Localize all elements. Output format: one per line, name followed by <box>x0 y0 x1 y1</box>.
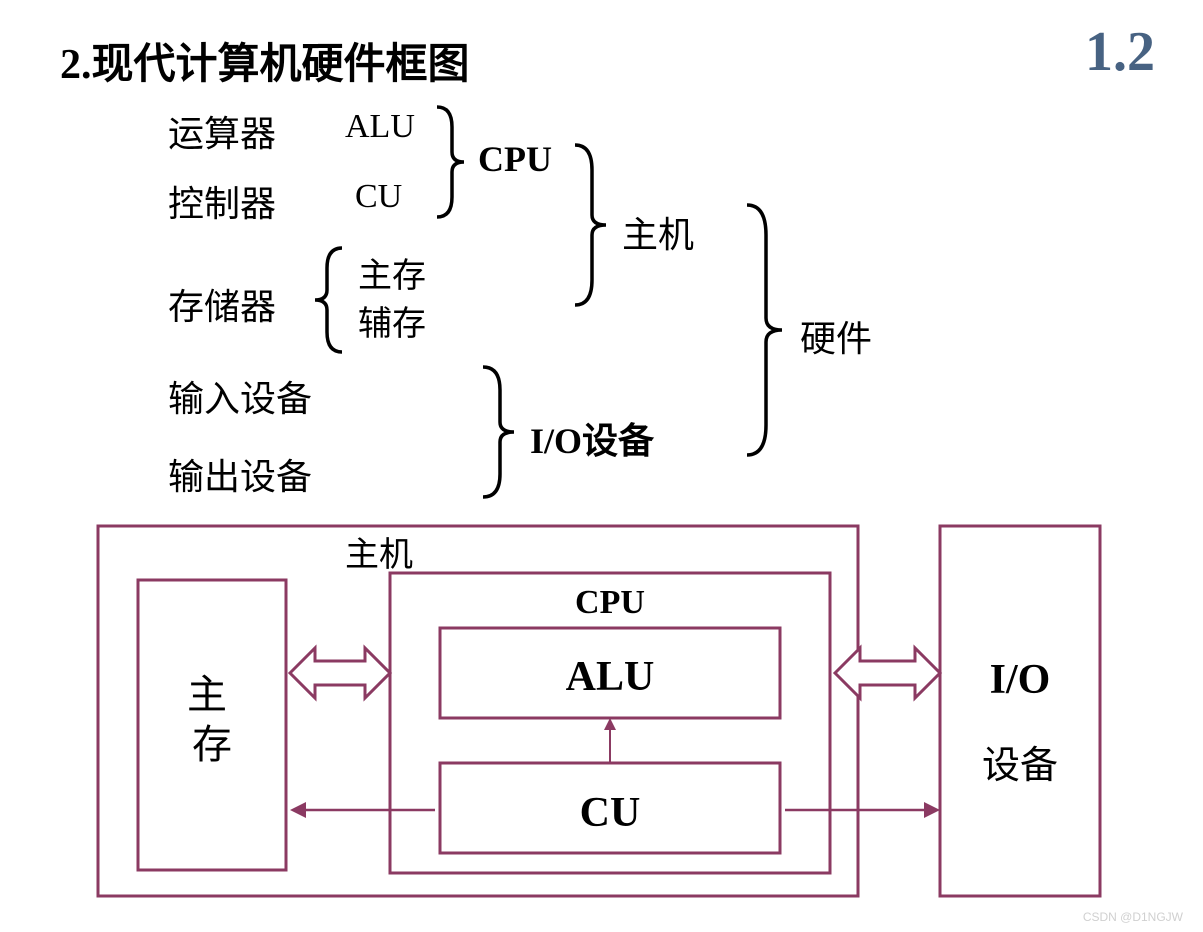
label-cu-cn: 控制器 <box>168 175 276 227</box>
brace-host <box>570 140 630 310</box>
label-main-mem: 主存 <box>358 248 426 297</box>
brace-io <box>478 362 538 502</box>
diagram-cpu-label: CPU <box>575 584 645 621</box>
label-cu-en: CU <box>355 178 402 216</box>
label-alu-cn: 运算器 <box>168 105 276 157</box>
watermark: CSDN @D1NGJW <box>1083 910 1183 924</box>
brace-mem <box>302 240 352 360</box>
label-hardware: 硬件 <box>800 310 872 362</box>
label-input: 输入设备 <box>168 370 312 422</box>
diagram-io-label2: 设备 <box>982 745 1058 787</box>
label-mem-cn: 存储器 <box>168 278 276 330</box>
page-title: 2.现代计算机硬件框图 <box>60 30 470 91</box>
label-cpu: CPU <box>478 138 552 180</box>
brace-cpu <box>432 102 482 222</box>
label-io: I/O设备 <box>530 412 654 464</box>
diagram-io-label1: I/O <box>990 657 1051 703</box>
label-aux-mem: 辅存 <box>358 296 426 345</box>
label-alu-en: ALU <box>345 108 415 146</box>
diagram-mem-label: 主 存 <box>187 672 237 767</box>
diagram-alu-label: ALU <box>566 654 655 700</box>
block-diagram: 主机 主 存 CPU ALU CU I/O 设备 <box>90 518 1110 908</box>
label-host: 主机 <box>622 206 694 258</box>
arrow-cpu-io <box>835 648 940 698</box>
chapter-number: 1.2 <box>1085 20 1155 84</box>
arrow-mem-cpu <box>290 648 390 698</box>
label-output: 输出设备 <box>168 448 312 500</box>
diagram-cu-label: CU <box>580 790 641 836</box>
diagram-host-label: 主机 <box>345 536 413 574</box>
brace-hardware <box>742 200 802 460</box>
